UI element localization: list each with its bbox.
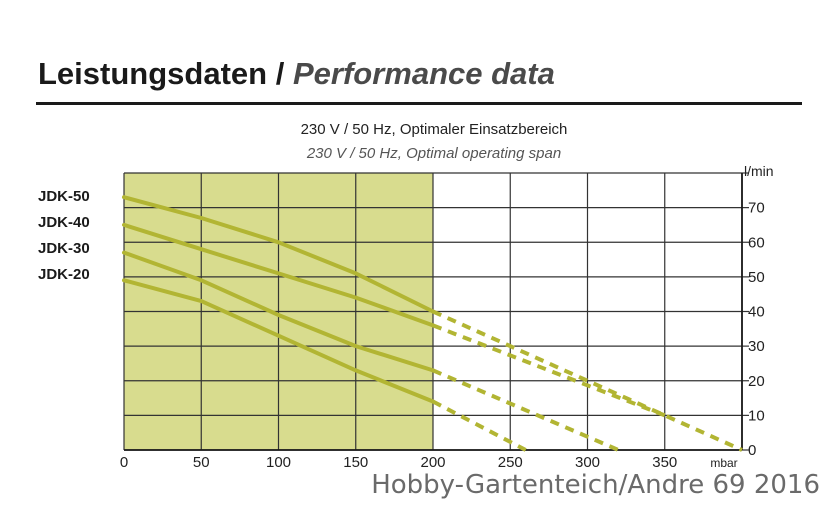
- y-tick-label: 60: [748, 234, 765, 251]
- y-tick-label: 50: [748, 269, 765, 286]
- curve-jdk-30-solid: [122, 250, 435, 373]
- x-tick-label: 50: [193, 454, 210, 471]
- y-tick-label: 20: [748, 373, 765, 390]
- curve-jdk-40-solid: [122, 222, 435, 328]
- title-separator: /: [275, 56, 285, 91]
- series-label-jdk-20: JDK-20: [38, 266, 90, 283]
- x-tick-label: 350: [652, 454, 677, 471]
- x-tick-label: 100: [266, 454, 291, 471]
- y-tick-label: 10: [748, 407, 765, 424]
- x-tick-label: 300: [575, 454, 600, 471]
- curve-jdk-50-solid: [122, 195, 435, 314]
- y-tick-label: 30: [748, 338, 765, 355]
- curve-jdk-20-dashed: [432, 399, 527, 452]
- curve-jdk-20-solid: [122, 278, 435, 404]
- title-de: Leistungsdaten: [38, 56, 268, 91]
- x-axis-label: mbar: [710, 456, 737, 470]
- curve-jdk-30-dashed: [432, 368, 620, 452]
- x-tick-label: 0: [120, 454, 128, 471]
- series-label-jdk-30: JDK-30: [38, 240, 90, 257]
- chart-subtitle-en: 230 V / 50 Hz, Optimal operating span: [306, 145, 562, 162]
- curve-jdk-40-dashed: [432, 323, 666, 418]
- series-label-jdk-50: JDK-50: [38, 188, 90, 205]
- curve-jdk-50-dashed: [432, 309, 743, 452]
- y-tick-label: 0: [748, 442, 756, 459]
- y-tick-label: 70: [748, 200, 765, 217]
- watermark-text: Hobby-Gartenteich/Andre 69 2016: [371, 470, 820, 500]
- series-label-jdk-40: JDK-40: [38, 214, 90, 231]
- page-title: Leistungsdaten / Performance data: [38, 56, 555, 92]
- y-axis-label: l/min: [744, 163, 774, 179]
- title-rule: [36, 102, 802, 105]
- title-en: Performance data: [292, 56, 555, 91]
- x-tick-label: 250: [498, 454, 523, 471]
- chart-subtitle-de: 230 V / 50 Hz, Optimaler Einsatzbereich: [300, 121, 568, 138]
- x-tick-label: 200: [420, 454, 445, 471]
- y-tick-label: 40: [748, 304, 765, 321]
- x-tick-label: 150: [343, 454, 368, 471]
